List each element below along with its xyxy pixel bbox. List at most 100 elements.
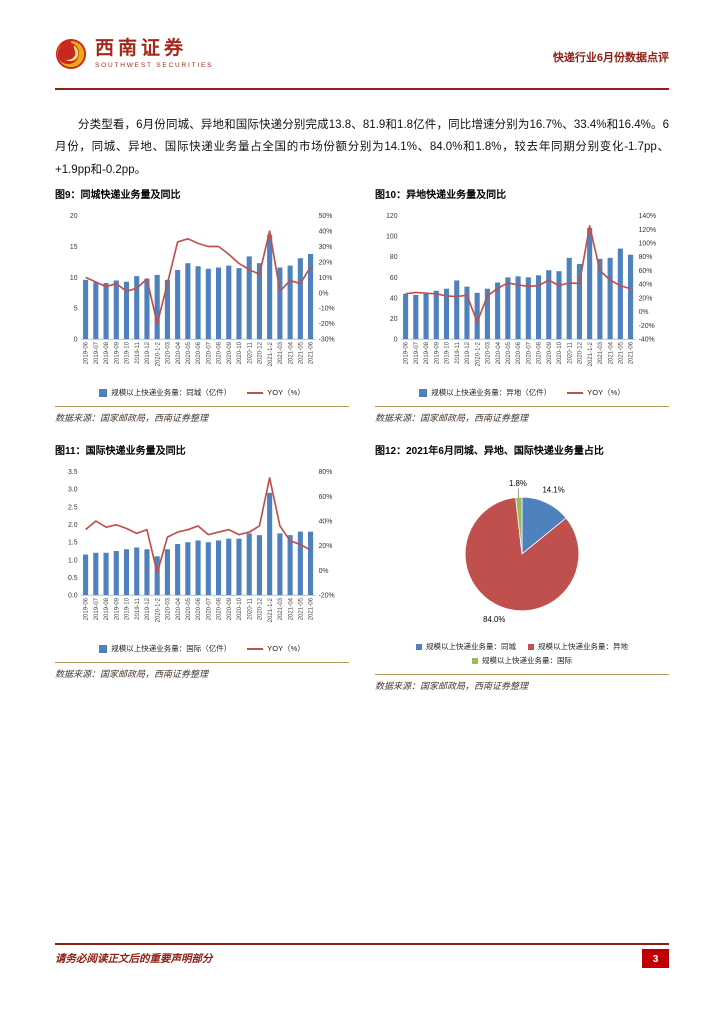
svg-text:60: 60 [390,275,398,282]
svg-text:120: 120 [386,213,398,220]
svg-text:14.1%: 14.1% [542,486,564,495]
svg-text:40%: 40% [319,229,333,236]
svg-text:2020-1-2: 2020-1-2 [475,341,481,366]
chart-title-international: 图11：国际快递业务量及同比 [55,446,186,457]
svg-text:2020-1-2: 2020-1-2 [155,597,161,622]
svg-text:2021-03: 2021-03 [278,341,284,364]
svg-text:2020-07: 2020-07 [206,341,212,364]
bar-swatch-icon [419,388,428,397]
svg-text:2020-06: 2020-06 [196,597,202,620]
svg-text:140%: 140% [639,213,657,220]
svg-text:20%: 20% [319,259,333,266]
svg-text:100%: 100% [639,241,657,248]
svg-text:5: 5 [74,306,78,313]
line-swatch-icon [247,391,264,394]
svg-text:1.0: 1.0 [68,557,78,564]
svg-text:0: 0 [394,337,398,344]
svg-text:2019-07: 2019-07 [94,597,100,620]
logo-flame-icon [55,38,87,70]
line-swatch-icon [247,647,264,650]
international-volume-chart: 0.0 0.5 1.0 1.5 2.0 2.5 3.0 3.5 -20% 0% 20% 40% 60% 8… [68,469,335,622]
chart-legend: 规模以上快递业务量：异地（亿件） YOY（%） [375,387,669,398]
svg-text:40%: 40% [639,282,653,289]
svg-text:-30%: -30% [319,337,335,344]
svg-text:2019-11: 2019-11 [455,341,461,363]
data-source-note: 数据来源：国家邮政局，西南证券整理 [55,669,209,679]
bar-swatch-icon [99,644,108,653]
svg-text:40%: 40% [319,518,333,525]
svg-text:2019-08: 2019-08 [424,341,430,364]
svg-text:2019-11: 2019-11 [135,341,141,363]
svg-text:20%: 20% [319,543,333,550]
svg-text:1.8%: 1.8% [509,479,527,488]
svg-text:2020-11: 2020-11 [567,341,573,363]
svg-text:80%: 80% [639,254,653,261]
intercity-swatch-icon [528,643,534,650]
svg-text:80: 80 [390,254,398,261]
report-title: 快递行业6月份数据点评 [552,52,669,64]
data-source-note: 数据来源：国家邮政局，西南证券整理 [375,681,529,691]
logo-name-en: SOUTHWEST SECURITIES [95,61,214,69]
legend-label: 规模以上快递业务量：同城 [426,642,516,651]
logo-name-cn: 西南证券 [95,38,188,60]
svg-text:2019-11: 2019-11 [135,597,141,619]
legend-item: 规模以上快递业务量：异地 [528,641,628,652]
legend-label: 规模以上快递业务量：异地 [538,642,628,651]
svg-text:2.0: 2.0 [68,522,78,529]
legend-item: 规模以上快递业务量：国际（亿件） [99,643,231,654]
svg-text:2020-05: 2020-05 [506,341,512,364]
footer-divider [55,943,669,945]
chart-title-city: 图9：同城快递业务量及同比 [55,190,181,201]
legend-label: YOY（%） [267,644,305,653]
svg-text:15: 15 [70,244,78,251]
svg-text:2020-08: 2020-08 [537,341,543,364]
svg-text:2021-04: 2021-04 [608,341,614,364]
legend-item: YOY（%） [567,387,625,398]
svg-text:80%: 80% [319,469,333,476]
svg-text:2019-09: 2019-09 [434,341,440,364]
chart-block-intercity: 图10：异地快递业务量及同比 0 20 40 60 80 100 120 -40% -20% 0%… [375,186,669,424]
svg-text:2019-12: 2019-12 [465,341,471,364]
charts-grid: 图9：同城快递业务量及同比 0 5 10 15 20 -30% -20% -10% 0% 10% 2… [55,186,669,692]
page-header: 西南证券 SOUTHWEST SECURITIES 快递行业6月份数据点评 [55,38,669,70]
svg-text:2020-10: 2020-10 [237,597,243,620]
source-divider [55,662,349,663]
svg-text:2021-06: 2021-06 [309,341,315,364]
svg-text:20: 20 [70,213,78,220]
svg-text:2021-05: 2021-05 [298,597,304,620]
svg-text:120%: 120% [639,227,657,234]
svg-text:40: 40 [390,295,398,302]
svg-text:2021-03: 2021-03 [278,597,284,620]
svg-text:2019-09: 2019-09 [114,597,120,620]
data-source-note: 数据来源：国家邮政局，西南证券整理 [375,413,529,423]
svg-text:2019-06: 2019-06 [84,597,90,620]
legend-item: 规模以上快递业务量：同城（亿件） [99,387,231,398]
legend-item: 规模以上快递业务量：异地（亿件） [419,387,551,398]
svg-text:20%: 20% [639,295,653,302]
svg-text:0.5: 0.5 [68,575,78,582]
svg-text:3.5: 3.5 [68,469,78,476]
svg-text:2019-08: 2019-08 [104,597,110,620]
svg-text:2021-04: 2021-04 [288,597,294,620]
svg-text:2020-03: 2020-03 [166,341,172,364]
svg-text:2021-03: 2021-03 [598,341,604,364]
svg-text:2020-07: 2020-07 [206,597,212,620]
svg-text:60%: 60% [319,494,333,501]
svg-text:2020-03: 2020-03 [166,597,172,620]
svg-text:2019-09: 2019-09 [114,341,120,364]
svg-text:2020-10: 2020-10 [557,341,563,364]
svg-text:0.0: 0.0 [68,593,78,600]
svg-text:2019-12: 2019-12 [145,597,151,620]
svg-text:2020-05: 2020-05 [186,341,192,364]
page-number-badge: 3 [642,949,669,968]
data-source-note: 数据来源：国家邮政局，西南证券整理 [55,413,209,423]
legend-item: 规模以上快递业务量：国际 [472,655,572,666]
svg-text:2019-06: 2019-06 [404,341,410,364]
svg-text:2020-08: 2020-08 [217,597,223,620]
svg-text:20: 20 [390,316,398,323]
chart-title-intercity: 图10：异地快递业务量及同比 [375,190,507,201]
legend-label: YOY（%） [587,388,625,397]
header-divider [55,88,669,90]
legend-label: 规模以上快递业务量：国际（亿件） [111,644,232,653]
svg-text:2021-06: 2021-06 [309,597,315,620]
